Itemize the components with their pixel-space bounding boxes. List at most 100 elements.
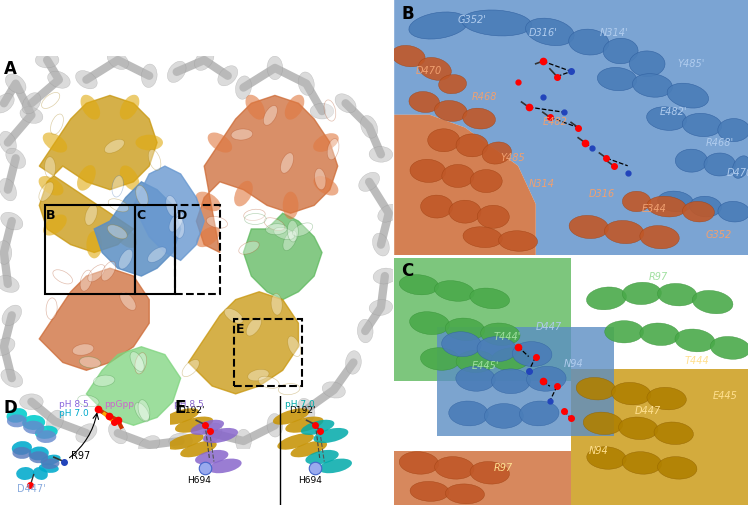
Text: E445': E445' (472, 362, 500, 372)
Ellipse shape (5, 74, 26, 93)
Polygon shape (196, 95, 337, 252)
Ellipse shape (76, 71, 97, 89)
Ellipse shape (704, 153, 735, 176)
Ellipse shape (378, 205, 399, 222)
Polygon shape (94, 182, 181, 276)
Ellipse shape (512, 341, 552, 367)
Ellipse shape (39, 463, 59, 473)
Polygon shape (394, 258, 571, 381)
Ellipse shape (28, 446, 49, 461)
Bar (45, 206, 135, 294)
Ellipse shape (463, 108, 495, 129)
Text: Y485': Y485' (677, 59, 705, 69)
Ellipse shape (141, 64, 157, 87)
Ellipse shape (0, 275, 19, 292)
Ellipse shape (120, 166, 139, 190)
Bar (233, 319, 302, 386)
Ellipse shape (290, 441, 327, 458)
Text: E482': E482' (660, 107, 687, 117)
Text: R97: R97 (649, 272, 668, 282)
Ellipse shape (491, 348, 530, 370)
Ellipse shape (195, 450, 228, 465)
Text: G352: G352 (705, 230, 732, 240)
Ellipse shape (283, 191, 298, 219)
Ellipse shape (7, 415, 27, 427)
Ellipse shape (324, 100, 336, 121)
Ellipse shape (46, 410, 64, 433)
Ellipse shape (40, 454, 61, 465)
Ellipse shape (445, 318, 485, 340)
Ellipse shape (1, 212, 23, 230)
Ellipse shape (288, 336, 301, 357)
Text: N314: N314 (529, 179, 554, 189)
Ellipse shape (485, 403, 524, 428)
Ellipse shape (456, 350, 495, 373)
Ellipse shape (370, 299, 393, 316)
Text: N314': N314' (599, 28, 628, 38)
Ellipse shape (319, 459, 352, 473)
Text: R468: R468 (472, 92, 497, 102)
Ellipse shape (619, 417, 658, 439)
Text: ppGpp: ppGpp (104, 399, 135, 409)
Ellipse shape (2, 305, 22, 326)
Ellipse shape (654, 422, 693, 444)
Ellipse shape (86, 231, 102, 259)
Ellipse shape (101, 262, 116, 281)
Ellipse shape (470, 170, 502, 192)
Ellipse shape (7, 408, 27, 423)
Ellipse shape (0, 241, 12, 264)
Ellipse shape (48, 71, 70, 88)
Polygon shape (571, 369, 748, 505)
Ellipse shape (586, 447, 626, 469)
Polygon shape (394, 450, 571, 505)
Ellipse shape (148, 149, 161, 170)
Ellipse shape (218, 66, 238, 86)
Ellipse shape (107, 50, 129, 70)
Ellipse shape (446, 484, 485, 504)
Ellipse shape (313, 428, 349, 443)
Ellipse shape (278, 433, 314, 449)
Ellipse shape (130, 351, 144, 371)
Text: D316': D316' (529, 28, 557, 38)
Ellipse shape (13, 447, 31, 459)
Ellipse shape (657, 191, 693, 212)
Polygon shape (39, 95, 157, 252)
Ellipse shape (239, 241, 260, 254)
Ellipse shape (108, 225, 127, 239)
Ellipse shape (481, 323, 520, 345)
Ellipse shape (245, 214, 266, 225)
Ellipse shape (278, 383, 300, 395)
Ellipse shape (586, 287, 627, 310)
Text: D470': D470' (727, 168, 748, 178)
Polygon shape (133, 166, 204, 261)
Ellipse shape (640, 323, 679, 345)
Ellipse shape (435, 457, 474, 479)
Ellipse shape (120, 292, 136, 310)
Ellipse shape (22, 93, 41, 114)
Ellipse shape (285, 95, 304, 120)
Ellipse shape (246, 317, 262, 336)
Ellipse shape (456, 366, 495, 391)
Ellipse shape (273, 409, 310, 425)
Ellipse shape (120, 95, 139, 120)
Ellipse shape (78, 395, 99, 407)
Ellipse shape (231, 129, 253, 140)
Ellipse shape (271, 293, 282, 315)
Ellipse shape (576, 377, 616, 400)
Ellipse shape (373, 268, 396, 284)
Ellipse shape (438, 75, 467, 94)
Ellipse shape (409, 91, 440, 113)
Ellipse shape (203, 428, 238, 443)
Ellipse shape (442, 165, 474, 187)
Ellipse shape (361, 116, 378, 138)
Ellipse shape (119, 249, 132, 269)
Ellipse shape (622, 451, 661, 474)
Ellipse shape (248, 369, 269, 381)
Ellipse shape (196, 192, 221, 211)
Text: B: B (46, 209, 56, 222)
Ellipse shape (657, 457, 697, 479)
Ellipse shape (399, 451, 438, 474)
Ellipse shape (373, 233, 390, 256)
Text: E344: E344 (642, 204, 666, 214)
Ellipse shape (298, 72, 314, 95)
